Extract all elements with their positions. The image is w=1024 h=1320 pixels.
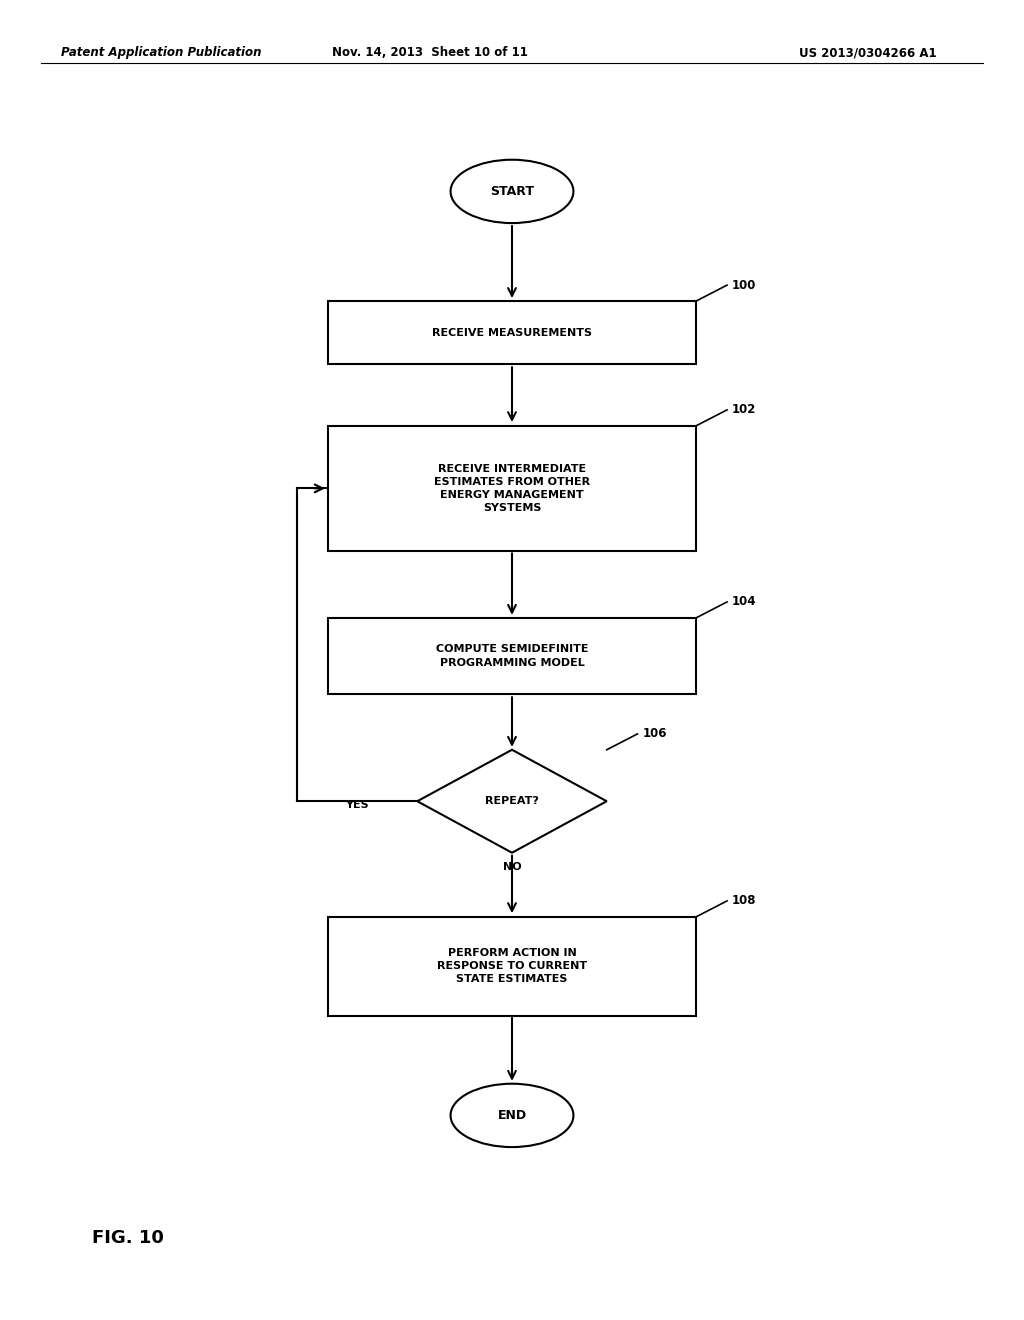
Text: 102: 102 bbox=[732, 404, 757, 416]
Text: RECEIVE MEASUREMENTS: RECEIVE MEASUREMENTS bbox=[432, 327, 592, 338]
Text: NO: NO bbox=[503, 862, 521, 873]
Text: START: START bbox=[490, 185, 534, 198]
Text: 104: 104 bbox=[732, 595, 757, 609]
Text: YES: YES bbox=[345, 800, 369, 810]
Text: 100: 100 bbox=[732, 279, 757, 292]
Text: COMPUTE SEMIDEFINITE
PROGRAMMING MODEL: COMPUTE SEMIDEFINITE PROGRAMMING MODEL bbox=[436, 644, 588, 668]
Text: 106: 106 bbox=[643, 727, 667, 741]
Text: RECEIVE INTERMEDIATE
ESTIMATES FROM OTHER
ENERGY MANAGEMENT
SYSTEMS: RECEIVE INTERMEDIATE ESTIMATES FROM OTHE… bbox=[434, 463, 590, 513]
Text: PERFORM ACTION IN
RESPONSE TO CURRENT
STATE ESTIMATES: PERFORM ACTION IN RESPONSE TO CURRENT ST… bbox=[437, 948, 587, 985]
Text: 108: 108 bbox=[732, 895, 757, 907]
Bar bbox=[328, 301, 696, 364]
Bar bbox=[328, 916, 696, 1016]
Text: FIG. 10: FIG. 10 bbox=[92, 1229, 164, 1247]
Text: US 2013/0304266 A1: US 2013/0304266 A1 bbox=[799, 46, 936, 59]
Text: REPEAT?: REPEAT? bbox=[485, 796, 539, 807]
Text: Nov. 14, 2013  Sheet 10 of 11: Nov. 14, 2013 Sheet 10 of 11 bbox=[332, 46, 528, 59]
Text: Patent Application Publication: Patent Application Publication bbox=[61, 46, 262, 59]
Bar bbox=[328, 618, 696, 694]
Text: END: END bbox=[498, 1109, 526, 1122]
Bar bbox=[328, 425, 696, 552]
